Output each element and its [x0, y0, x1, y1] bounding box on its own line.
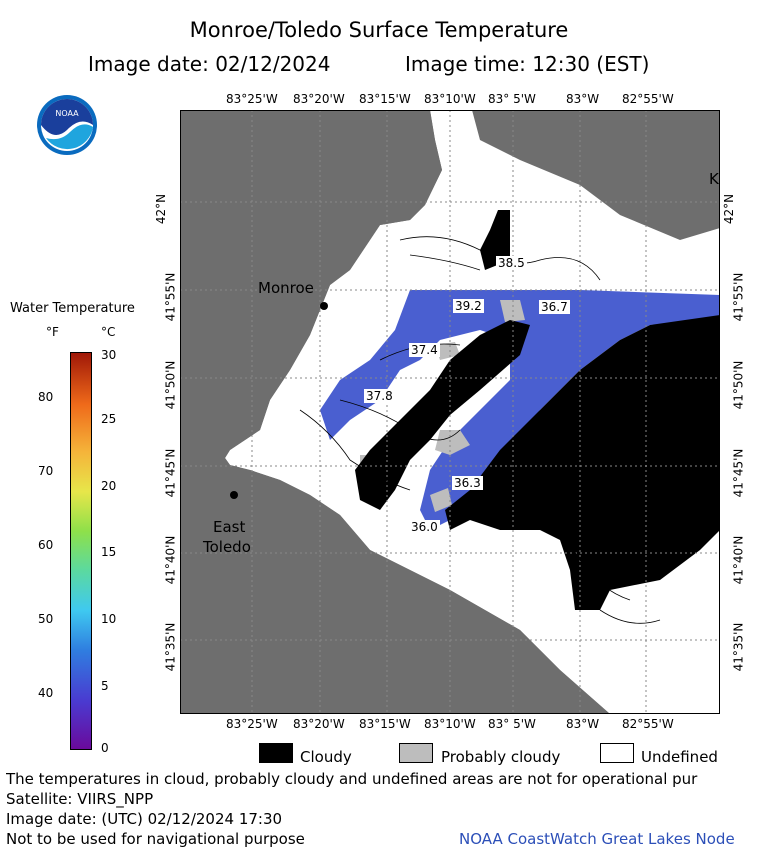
- celsius-tick: 5: [101, 679, 109, 693]
- longitude-label: 83°25'W: [226, 92, 278, 106]
- temperature-label: 36.3: [452, 476, 483, 490]
- longitude-label: 82°55'W: [622, 717, 674, 731]
- longitude-label: 83° 5'W: [488, 717, 536, 731]
- credit-text: NOAA CoastWatch Great Lakes Node: [459, 830, 735, 848]
- latitude-label: 41°35'N: [163, 622, 178, 672]
- fahrenheit-tick: 60: [38, 538, 54, 552]
- longitude-label: 83°20'W: [293, 717, 345, 731]
- color-scale-bar: [70, 352, 92, 750]
- longitude-label: 83°W: [566, 717, 600, 731]
- longitude-label: 83°15'W: [359, 92, 411, 106]
- latitude-label: 41°55'N: [163, 272, 178, 322]
- celsius-tick: 10: [101, 612, 117, 626]
- latitude-label: 41°55'N: [731, 272, 746, 322]
- legend-undefined-label: Undefined: [641, 748, 718, 766]
- longitude-label: 82°55'W: [622, 92, 674, 106]
- unit-fahrenheit: °F: [46, 325, 59, 339]
- legend-undefined-swatch: [600, 743, 634, 763]
- city-label-toledo: Toledo: [203, 538, 251, 556]
- longitude-label: 83°W: [566, 92, 600, 106]
- fahrenheit-tick: 40: [38, 686, 54, 700]
- fahrenheit-tick: 70: [38, 464, 54, 478]
- image-date: Image date: 02/12/2024: [88, 52, 331, 76]
- longitude-label: 83° 5'W: [488, 92, 536, 106]
- latitude-label: 41°50'N: [163, 360, 178, 410]
- latitude-label: 41°45'N: [731, 448, 746, 498]
- utc-date-text: Image date: (UTC) 02/12/2024 17:30: [6, 810, 283, 828]
- legend-cloudy-swatch: [259, 743, 293, 763]
- map-title: Monroe/Toledo Surface Temperature: [189, 18, 569, 42]
- latitude-label: 41°40'N: [163, 535, 178, 585]
- city-label-east: East: [213, 518, 246, 536]
- unit-celsius: °C: [101, 325, 116, 339]
- fahrenheit-tick: 50: [38, 612, 54, 626]
- map-grid: [180, 110, 720, 714]
- nav-warning-text: Not to be used for navigational purpose: [6, 830, 305, 848]
- celsius-tick: 30: [101, 348, 117, 362]
- temperature-label: 39.2: [453, 299, 484, 313]
- latitude-label: 41°50'N: [731, 360, 746, 410]
- legend-probably-cloudy-swatch: [399, 743, 433, 763]
- latitude-label: 41°45'N: [163, 448, 178, 498]
- surface-temperature-map: [180, 110, 720, 714]
- toledo-marker: [230, 491, 238, 499]
- fahrenheit-tick: 80: [38, 390, 54, 404]
- legend-probably-cloudy-label: Probably cloudy: [441, 748, 561, 766]
- latitude-label: 42°N: [154, 193, 169, 225]
- longitude-label: 83°10'W: [424, 92, 476, 106]
- celsius-tick: 25: [101, 412, 117, 426]
- longitude-label: 83°25'W: [226, 717, 278, 731]
- disclaimer-text: The temperatures in cloud, probably clou…: [6, 770, 698, 788]
- satellite-text: Satellite: VIIRS_NPP: [6, 790, 154, 808]
- temperature-label: 36.0: [409, 520, 440, 534]
- latitude-label: 41°35'N: [731, 622, 746, 672]
- city-label-monroe: Monroe: [258, 279, 314, 297]
- longitude-label: 83°10'W: [424, 717, 476, 731]
- legend-cloudy-label: Cloudy: [300, 748, 352, 766]
- temperature-label: 38.5: [496, 256, 527, 270]
- monroe-marker: [320, 302, 328, 310]
- latitude-label: 42°N: [722, 193, 737, 225]
- color-scale-title: Water Temperature: [10, 301, 135, 316]
- image-time: Image time: 12:30 (EST): [405, 52, 650, 76]
- longitude-label: 83°15'W: [359, 717, 411, 731]
- temperature-label: 37.8: [364, 389, 395, 403]
- latitude-label: 41°40'N: [731, 535, 746, 585]
- corner-label: K: [709, 170, 719, 188]
- celsius-tick: 0: [101, 741, 109, 755]
- temperature-label: 37.4: [409, 343, 440, 357]
- west-shore: [180, 110, 610, 714]
- celsius-tick: 20: [101, 479, 117, 493]
- celsius-tick: 15: [101, 545, 117, 559]
- longitude-label: 83°20'W: [293, 92, 345, 106]
- noaa-logo-icon: NOAA: [36, 94, 98, 160]
- temperature-label: 36.7: [539, 300, 570, 314]
- svg-text:NOAA: NOAA: [55, 109, 79, 118]
- cloudy-area: [355, 210, 720, 610]
